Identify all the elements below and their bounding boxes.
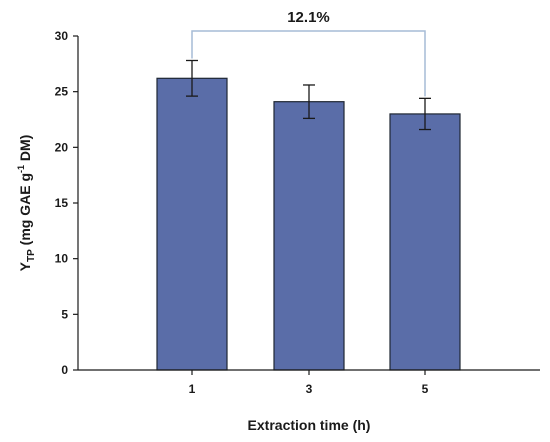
x-tick-label: 5 [422, 382, 429, 396]
y-axis-title-subscript: TP [26, 249, 37, 262]
y-tick-label: 20 [55, 140, 69, 154]
y-axis-title-base: Y [17, 261, 33, 271]
y-tick-label: 10 [55, 252, 69, 266]
error-bars-group [186, 59, 431, 131]
y-axis-title-unit-pre: (mg GAE g [17, 173, 33, 249]
annotation-label: 12.1% [287, 9, 330, 26]
y-axis-title-superscript: -1 [16, 165, 26, 173]
y-tick-label: 25 [55, 85, 69, 99]
x-tick-label: 3 [306, 382, 313, 396]
y-axis-title-unit-post: DM) [17, 135, 33, 165]
y-tick-label: 30 [55, 29, 69, 43]
bar-3 [273, 101, 345, 371]
annotation-bracket: 12.1% [191, 9, 426, 97]
y-tick-label: 0 [61, 363, 68, 377]
bars-group [156, 77, 461, 371]
y-ticks-group: 0 5 10 15 20 25 30 [55, 29, 78, 377]
bar-5 [389, 113, 461, 371]
x-ticks-group: 1 3 5 [189, 370, 429, 396]
y-tick-label: 5 [61, 307, 68, 321]
x-axis-title: Extraction time (h) [248, 417, 371, 433]
bar-1 [156, 77, 228, 371]
y-axis-title: YTP (mg GAE g-1 DM) [16, 135, 37, 272]
bracket-line [191, 30, 426, 97]
x-tick-label: 1 [189, 382, 196, 396]
y-tick-label: 15 [55, 196, 69, 210]
